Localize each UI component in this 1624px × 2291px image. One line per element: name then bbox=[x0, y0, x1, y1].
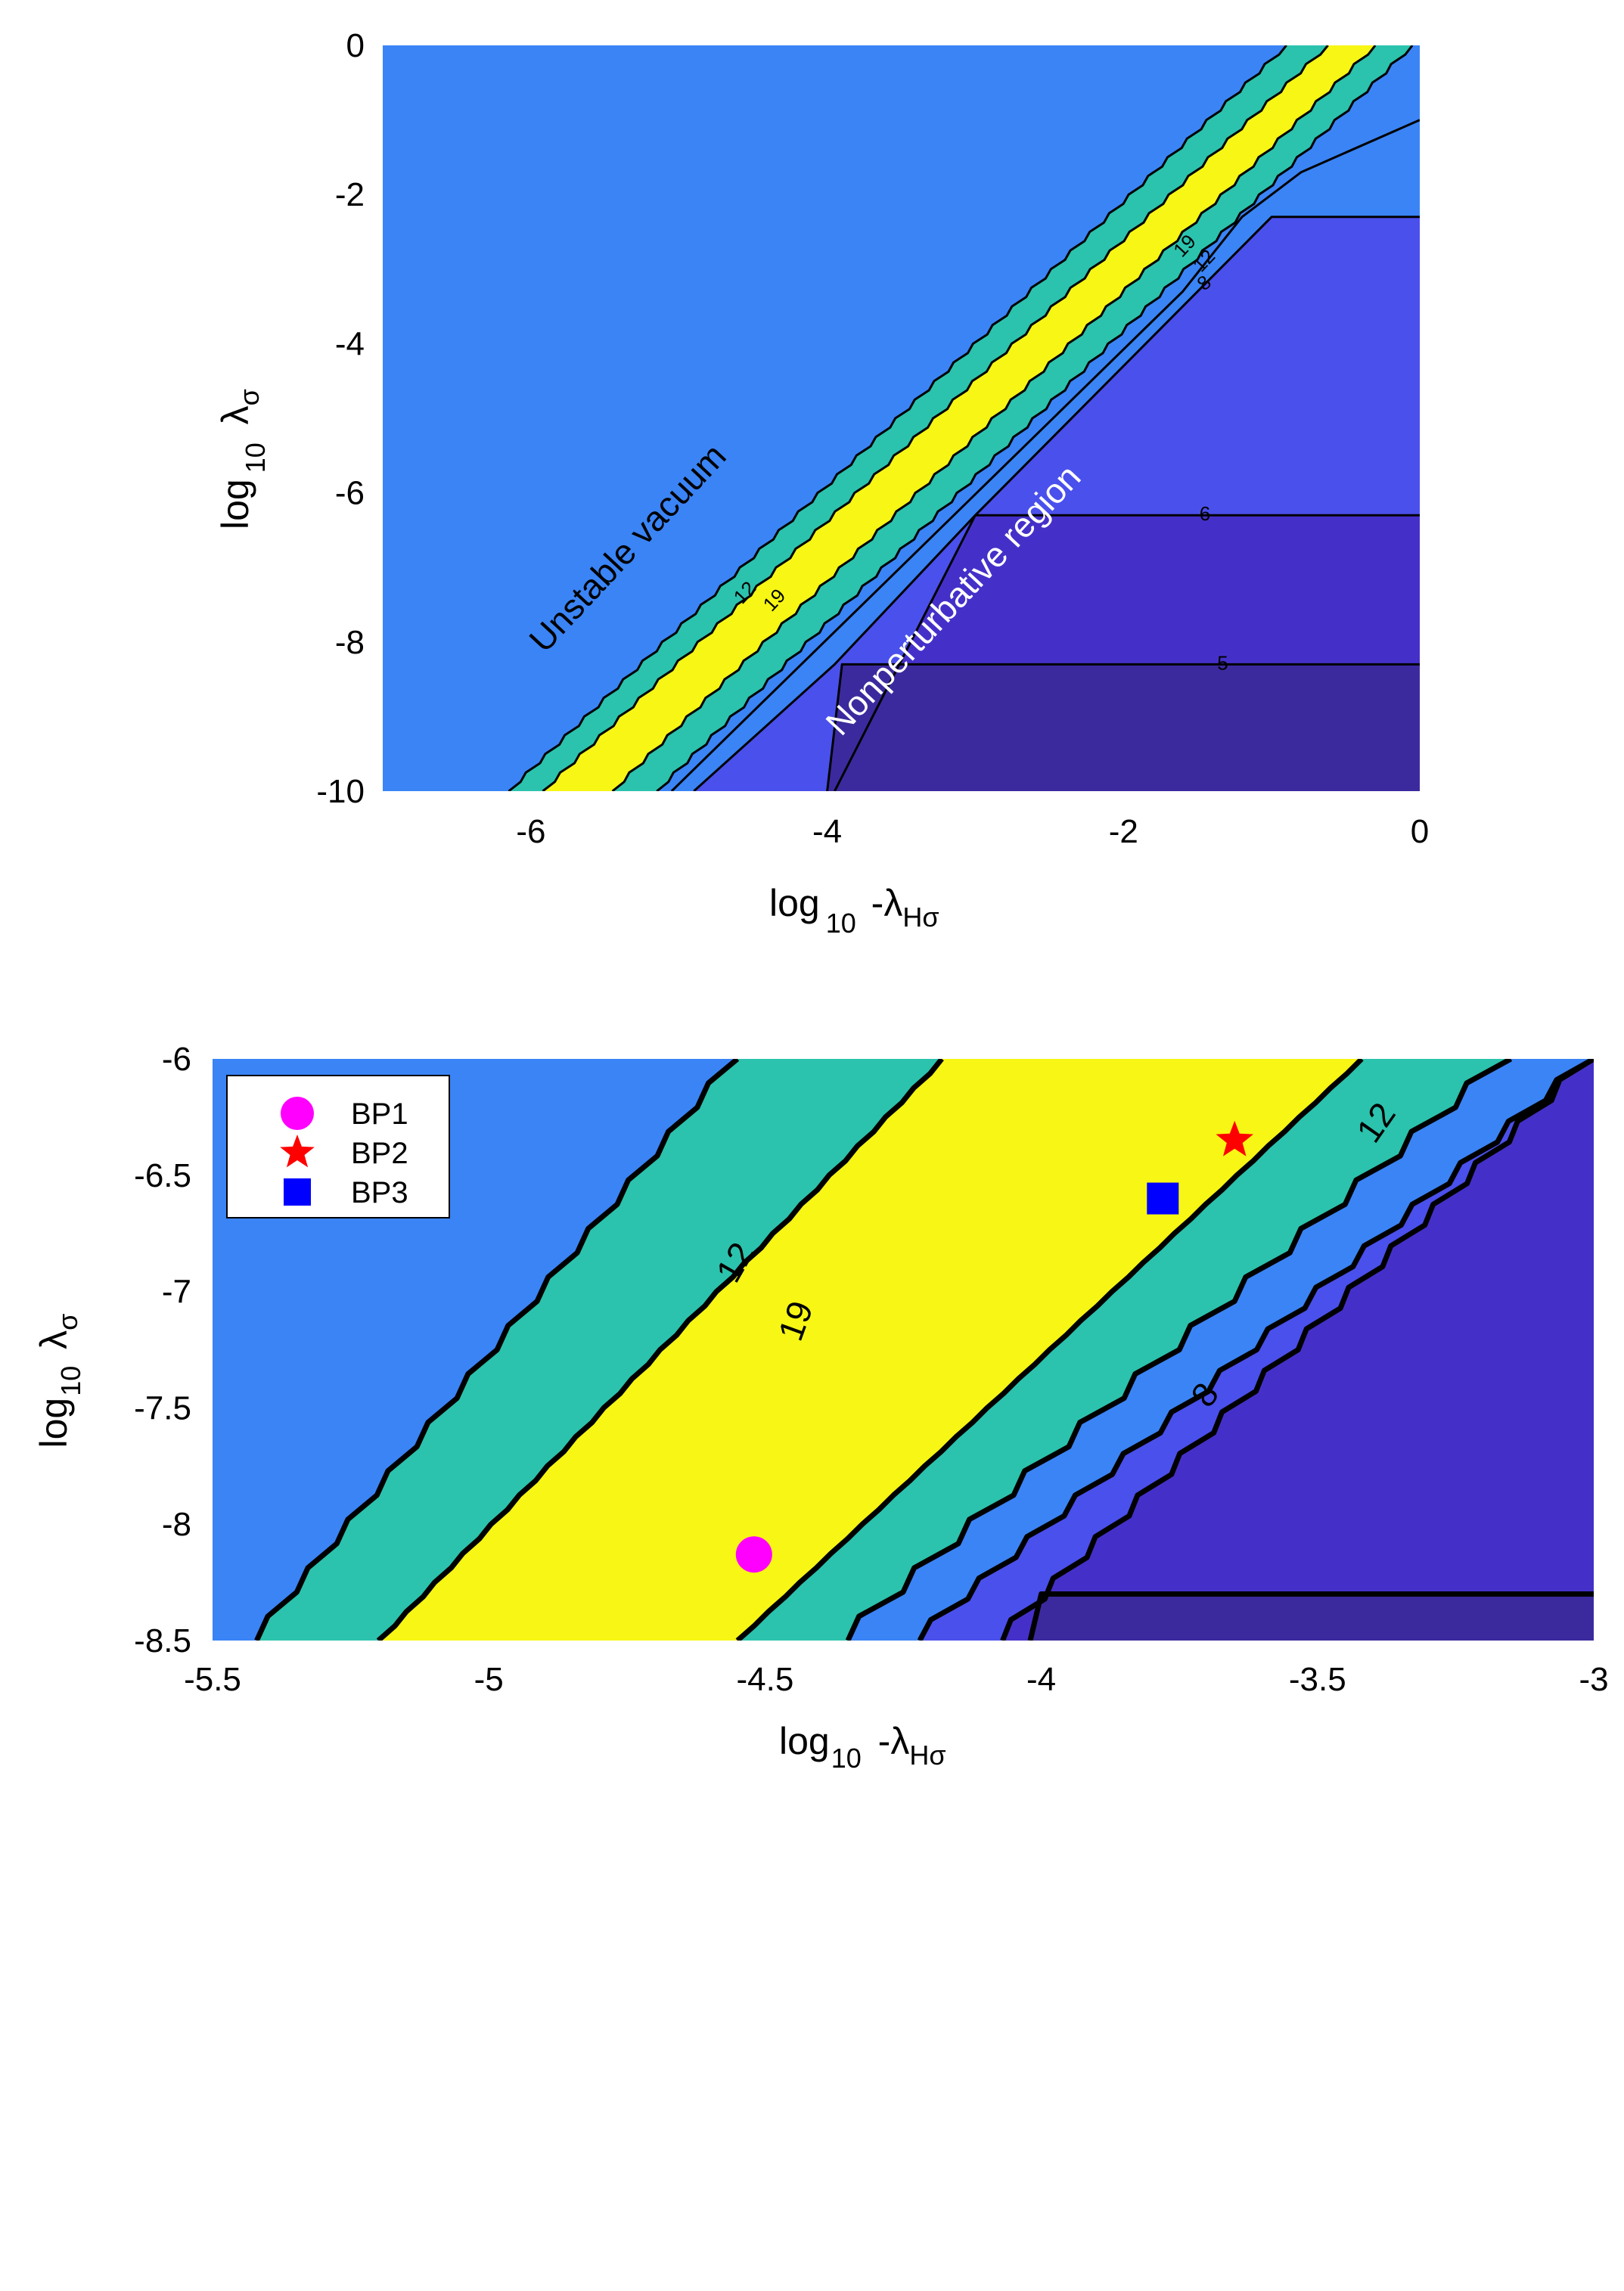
top-contour-label: 6 bbox=[1200, 502, 1210, 525]
top-contour-line-band-1 bbox=[542, 45, 1329, 791]
point-bp1 bbox=[735, 1536, 772, 1573]
legend-marker-star bbox=[280, 1135, 315, 1168]
bottom-y-tick-label: -8.5 bbox=[134, 1622, 191, 1659]
bottom-y-tick-label: -6.5 bbox=[134, 1157, 191, 1194]
top-region-level-19 bbox=[542, 45, 1376, 791]
bottom-x-tick-label: -5 bbox=[474, 1661, 504, 1698]
bottom-region-level-5 bbox=[1030, 1594, 1594, 1641]
top-y-tick-label: -6 bbox=[335, 475, 365, 512]
top-y-tick-label: -10 bbox=[316, 773, 365, 810]
bottom-x-axis-label: log10 -λHσ bbox=[779, 1720, 946, 1774]
legend-marker-square bbox=[284, 1178, 311, 1206]
top-contour-line-step-1 bbox=[834, 514, 1420, 791]
top-contour-lines bbox=[508, 45, 1420, 791]
legend-box bbox=[226, 1075, 450, 1218]
bottom-contour-line bbox=[845, 1059, 1513, 1641]
point-bp3 bbox=[1147, 1182, 1179, 1215]
top-x-tick-label: 0 bbox=[1411, 813, 1429, 850]
legend-label: BP1 bbox=[351, 1097, 408, 1131]
top-x-tick-label: -6 bbox=[516, 813, 545, 850]
bottom-region-level-19 bbox=[378, 1059, 1362, 1641]
legend-label: BP3 bbox=[351, 1176, 408, 1209]
bottom-y-tick-label: -7.5 bbox=[134, 1389, 191, 1426]
bottom-contour-line bbox=[376, 1059, 944, 1641]
top-contour-line-step-2 bbox=[826, 663, 1420, 791]
legend-label: BP2 bbox=[351, 1137, 408, 1170]
top-region-level-5 bbox=[827, 664, 1420, 791]
bottom-y-tick-label: -8 bbox=[162, 1506, 191, 1543]
bottom-x-tick-label: -3.5 bbox=[1289, 1661, 1346, 1698]
top-y-tick-label: -4 bbox=[335, 325, 365, 362]
bottom-contour-line bbox=[917, 1059, 1594, 1641]
legend: BP1 BP2 BP3 bbox=[226, 1075, 450, 1218]
bottom-y-tick-labels: -6 -6.5 -7 -7.5 -8 -8.5 bbox=[134, 1041, 191, 1659]
top-contour-line-band-0 bbox=[508, 45, 1287, 791]
bottom-contour-line bbox=[1000, 1059, 1594, 1641]
legend-marker-circle bbox=[281, 1097, 314, 1130]
top-x-axis-label: log 10 -λHσ bbox=[769, 882, 939, 939]
bottom-x-tick-labels: -5.5 -5 -4.5 -4 -3.5 -3 bbox=[184, 1661, 1608, 1698]
top-y-axis-label: log10 λσ bbox=[214, 389, 271, 529]
top-y-tick-label: -8 bbox=[335, 624, 365, 661]
bottom-contour-line bbox=[735, 1059, 1364, 1641]
top-contour-line-8 bbox=[670, 119, 1420, 791]
bottom-benchmark-points bbox=[735, 1120, 1253, 1573]
top-y-tick-label: 0 bbox=[346, 27, 365, 64]
bottom-y-axis-label: log10 λσ bbox=[33, 1314, 86, 1448]
top-x-tick-labels: -6 -4 -2 0 bbox=[516, 813, 1429, 850]
bottom-x-tick-label: -4 bbox=[1026, 1661, 1056, 1698]
bottom-contour-line bbox=[254, 1059, 740, 1641]
top-contour-line-band-3 bbox=[656, 45, 1414, 791]
top-x-tick-label: -4 bbox=[812, 813, 842, 850]
bottom-x-tick-label: -4.5 bbox=[736, 1661, 793, 1698]
point-bp2 bbox=[1216, 1120, 1253, 1156]
bottom-y-tick-label: -6 bbox=[162, 1041, 191, 1078]
bottom-contour-line-5 bbox=[1027, 1591, 1594, 1641]
bottom-y-tick-label: -7 bbox=[162, 1274, 191, 1311]
top-y-tick-labels: 0 -2 -4 -6 -8 -10 bbox=[316, 27, 365, 810]
bottom-x-tick-label: -5.5 bbox=[184, 1661, 241, 1698]
top-y-tick-label: -2 bbox=[335, 176, 365, 213]
top-x-tick-label: -2 bbox=[1109, 813, 1138, 850]
bottom-x-tick-label: -3 bbox=[1579, 1661, 1608, 1698]
top-contour-line-band-2 bbox=[611, 45, 1377, 791]
top-contour-label: 5 bbox=[1217, 651, 1228, 674]
bottom-contour-lines bbox=[254, 1059, 1594, 1641]
